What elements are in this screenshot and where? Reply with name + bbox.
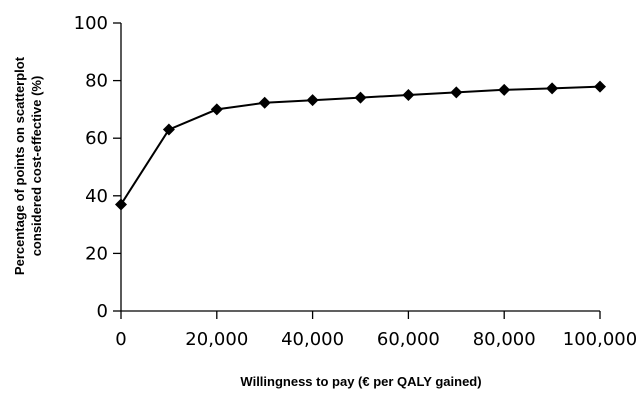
y-tick-label: 80 — [85, 71, 108, 92]
y-tick-label: 40 — [85, 186, 108, 207]
data-point — [402, 89, 415, 101]
y-axis-title-line-2: considered cost-effective (%) — [29, 76, 44, 257]
x-tick-label: 60,000 — [377, 329, 440, 350]
data-point — [115, 198, 127, 211]
data-point — [258, 96, 271, 109]
y-axis-title-line-1: Percentage of points on scatterplot — [12, 56, 27, 275]
y-tick-label: 0 — [97, 301, 108, 322]
x-axis-title: Willingness to pay (€ per QALY gained) — [240, 374, 481, 389]
x-tick-label: 100,000 — [563, 329, 637, 350]
x-tick-label: 0 — [115, 329, 126, 350]
x-tick-label: 80,000 — [473, 329, 536, 350]
x-tick-label: 40,000 — [281, 329, 344, 350]
y-tick-label: 20 — [85, 243, 108, 264]
axes — [120, 23, 600, 312]
data-point — [594, 80, 606, 93]
y-tick-label: 60 — [85, 128, 108, 149]
y-axis-ticks: 0 20 40 60 80 100 — [74, 13, 121, 322]
y-axis-title: Percentage of points on scatterplot cons… — [12, 56, 44, 275]
x-axis-ticks: 0 20,000 40,000 60,000 80,000 100,000 — [115, 311, 637, 350]
y-tick-label: 100 — [74, 13, 108, 34]
data-point — [354, 91, 367, 104]
data-point — [546, 82, 559, 95]
data-point — [450, 86, 463, 99]
data-point — [306, 94, 319, 107]
data-point — [210, 103, 223, 116]
data-point — [162, 123, 175, 136]
data-point — [498, 83, 511, 96]
series-line — [120, 85, 601, 205]
x-tick-label: 20,000 — [185, 329, 248, 350]
data-series — [115, 80, 606, 211]
